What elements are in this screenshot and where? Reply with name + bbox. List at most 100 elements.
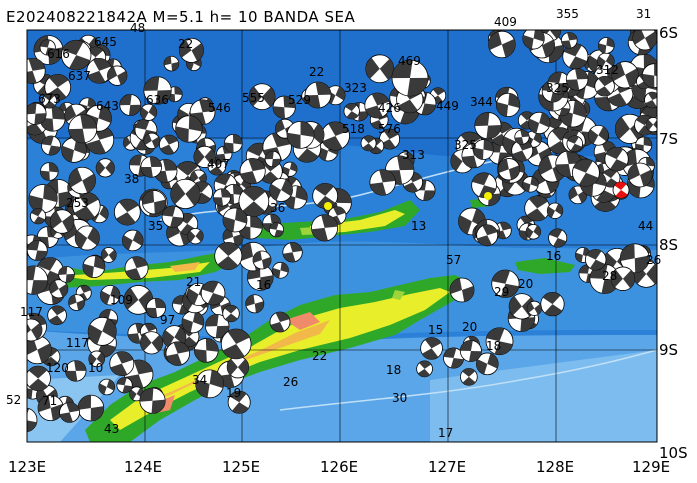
event-depth-label: 120 bbox=[46, 361, 69, 375]
event-depth-label: 19 bbox=[226, 386, 241, 400]
lon-label-126e: 126E bbox=[320, 458, 359, 476]
focal-mechanism bbox=[495, 92, 521, 118]
focal-mechanism bbox=[476, 224, 499, 247]
focal-mechanism bbox=[547, 71, 571, 95]
focal-mechanism bbox=[619, 243, 650, 274]
event-depth-label: 18 bbox=[386, 363, 401, 377]
focal-mechanism bbox=[59, 401, 80, 423]
event-depth-label: 22 bbox=[309, 65, 324, 79]
event-depth-label: 449 bbox=[436, 99, 459, 113]
event-depth-label: 117 bbox=[66, 336, 89, 350]
focal-mechanism bbox=[524, 195, 551, 222]
focal-mechanism bbox=[193, 145, 216, 168]
focal-mechanism bbox=[214, 241, 243, 271]
focal-mechanism bbox=[226, 356, 250, 379]
focal-mechanism bbox=[572, 158, 600, 187]
focal-mechanism bbox=[272, 95, 296, 119]
focal-mechanism bbox=[525, 224, 542, 240]
lat-label-9s: 9S bbox=[659, 341, 679, 359]
event-depth-label: 22 bbox=[312, 349, 327, 363]
focal-mechanism bbox=[27, 102, 47, 125]
epicentre-marker bbox=[484, 192, 492, 200]
focal-mechanism bbox=[61, 39, 92, 71]
focal-mechanism bbox=[304, 81, 332, 109]
focal-mechanism bbox=[100, 247, 117, 263]
focal-mechanism bbox=[88, 350, 105, 368]
focal-mechanism bbox=[161, 205, 184, 228]
map-title: E202408221842A M=5.1 h= 10 BANDA SEA bbox=[6, 8, 356, 26]
focal-mechanism bbox=[282, 161, 298, 177]
focal-mechanism bbox=[58, 266, 75, 283]
focal-mechanism bbox=[74, 225, 100, 251]
focal-mechanism bbox=[269, 178, 293, 202]
focal-mechanism bbox=[87, 316, 117, 346]
event-depth-label: 355 bbox=[556, 7, 579, 21]
focal-mechanism bbox=[109, 351, 135, 377]
event-depth-label: 616 bbox=[47, 47, 70, 61]
event-depth-label: 17 bbox=[438, 426, 453, 440]
focal-mechanism bbox=[123, 285, 154, 315]
event-depth-label: 20 bbox=[518, 277, 533, 291]
focal-mechanism bbox=[540, 292, 565, 317]
focal-mechanism bbox=[187, 228, 204, 245]
lon-label-127e: 127E bbox=[428, 458, 467, 476]
event-depth-label: 323 bbox=[344, 81, 367, 95]
focal-mechanism bbox=[212, 188, 231, 207]
event-depth-label: 253 bbox=[66, 196, 89, 210]
focal-mechanism bbox=[30, 208, 47, 225]
focal-mechanism bbox=[272, 261, 289, 279]
focal-mechanism bbox=[227, 390, 251, 414]
focal-mechanism bbox=[610, 266, 636, 291]
focal-mechanism bbox=[511, 139, 534, 162]
event-depth-label: 29 bbox=[494, 285, 509, 299]
focal-mechanism bbox=[239, 158, 266, 185]
event-depth-label: 36 bbox=[270, 201, 285, 215]
event-depth-label: 637 bbox=[68, 69, 91, 83]
focal-mechanism bbox=[476, 352, 499, 376]
focal-mechanism bbox=[65, 360, 87, 382]
focal-mechanism bbox=[220, 328, 252, 360]
lon-label-129e: 129E bbox=[632, 458, 671, 476]
event-depth-label: 407 bbox=[207, 157, 230, 171]
focal-mechanism bbox=[548, 228, 568, 248]
focal-mechanism bbox=[68, 166, 96, 195]
focal-mechanism bbox=[566, 135, 584, 152]
focal-mechanism bbox=[416, 360, 433, 378]
focal-mechanism bbox=[491, 269, 520, 298]
event-depth-label: 43 bbox=[104, 422, 119, 436]
focal-mechanism bbox=[497, 158, 521, 181]
focal-mechanism bbox=[632, 30, 657, 51]
focal-mechanism bbox=[141, 190, 167, 215]
event-depth-label: 645 bbox=[94, 35, 117, 49]
focal-mechanism bbox=[311, 214, 339, 242]
bathymetry bbox=[27, 30, 657, 442]
focal-mechanism bbox=[27, 265, 49, 295]
focal-mechanism bbox=[116, 377, 133, 394]
event-depth-label: 636 bbox=[146, 93, 169, 107]
event-depth-label: 44 bbox=[638, 219, 653, 233]
focal-mechanism bbox=[369, 169, 396, 196]
focal-mechanism bbox=[473, 139, 494, 160]
focal-mechanism bbox=[27, 57, 46, 84]
event-depth-label: 26 bbox=[646, 253, 661, 267]
focal-mechanism bbox=[594, 76, 615, 97]
focal-mechanism bbox=[95, 158, 115, 178]
focal-mechanism bbox=[181, 310, 205, 334]
focal-mechanism bbox=[449, 277, 475, 303]
event-depth-label: 71 bbox=[42, 394, 57, 408]
focal-mechanism bbox=[143, 132, 161, 150]
event-depth-label: 30 bbox=[392, 391, 407, 405]
focal-mechanism bbox=[471, 172, 497, 199]
focal-mechanism bbox=[343, 102, 360, 120]
focal-mechanism bbox=[165, 341, 190, 366]
focal-mechanism bbox=[526, 300, 542, 316]
focal-mechanism bbox=[124, 256, 149, 281]
event-depth-label: 18 bbox=[486, 339, 501, 353]
event-depth-label: 28 bbox=[602, 269, 617, 283]
event-depth-label: 13 bbox=[411, 219, 426, 233]
event-depth-label: 35 bbox=[148, 219, 163, 233]
focal-mechanism bbox=[222, 207, 248, 233]
event-depth-label: 469 bbox=[398, 54, 421, 68]
focal-mechanism bbox=[222, 304, 240, 323]
event-depth-label: 409 bbox=[494, 15, 517, 29]
